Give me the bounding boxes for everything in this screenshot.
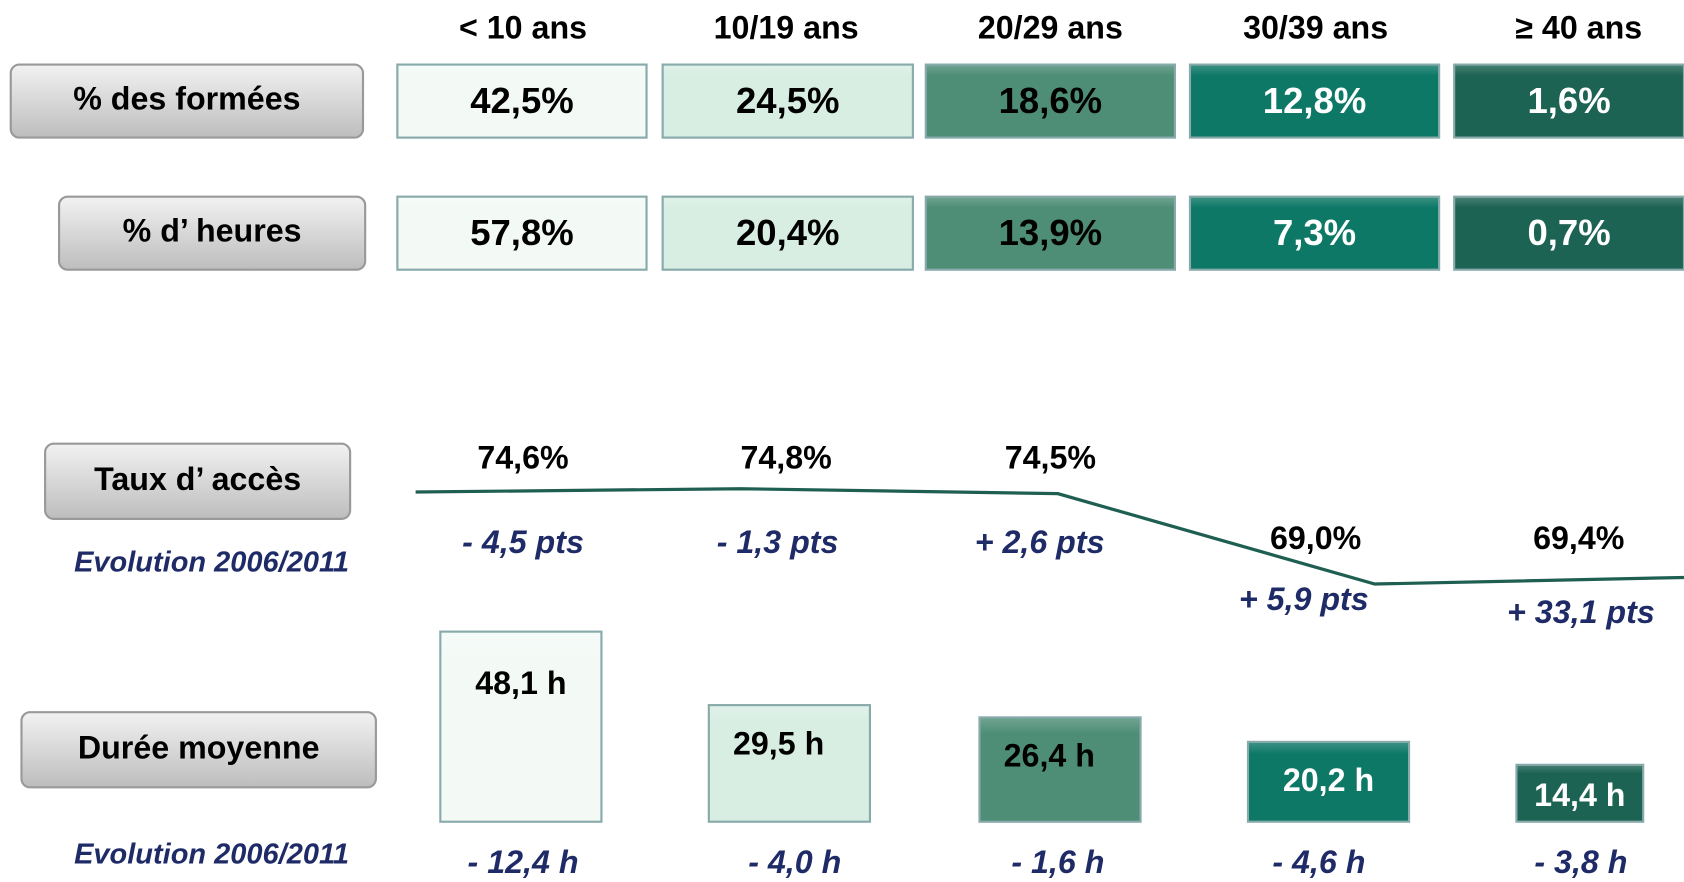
evolution-value: - 3,8 h bbox=[1534, 844, 1627, 880]
column-header: ≥ 40 ans bbox=[1515, 10, 1642, 46]
column-header: 20/29 ans bbox=[978, 10, 1123, 46]
column-header: 30/39 ans bbox=[1243, 10, 1388, 46]
duration-value: 26,4 h bbox=[1004, 738, 1095, 774]
cell-value: 57,8% bbox=[470, 212, 574, 253]
cell bbox=[396, 195, 648, 271]
duration-value: 48,1 h bbox=[475, 665, 566, 701]
cell-value: 7,3% bbox=[1273, 212, 1356, 253]
duration-bar bbox=[978, 716, 1142, 823]
cell bbox=[1188, 195, 1441, 271]
cell-value: 1,6% bbox=[1527, 80, 1610, 121]
cell-value: 12,8% bbox=[1263, 80, 1367, 121]
label-box bbox=[44, 442, 352, 520]
evolution-value: + 33,1 pts bbox=[1507, 594, 1655, 630]
label-box bbox=[20, 711, 377, 789]
cell bbox=[661, 63, 914, 139]
evolution-value: - 4,5 pts bbox=[462, 524, 584, 560]
cell-value: 42,5% bbox=[470, 80, 574, 121]
evolution-title: Evolution 2006/2011 bbox=[74, 839, 349, 871]
evolution-value: - 1,3 pts bbox=[717, 524, 839, 560]
column-header: 10/19 ans bbox=[714, 10, 859, 46]
cell-value: 18,6% bbox=[999, 80, 1103, 121]
cell bbox=[1188, 63, 1441, 139]
taux-value: 69,4% bbox=[1533, 520, 1624, 556]
cell-value: 13,9% bbox=[999, 212, 1103, 253]
duration-bar bbox=[707, 704, 871, 823]
evolution-value: - 4,6 h bbox=[1272, 844, 1365, 880]
cell-value: 0,7% bbox=[1527, 212, 1610, 253]
evolution-value: + 5,9 pts bbox=[1239, 581, 1369, 617]
cell bbox=[396, 63, 648, 139]
duration-bar bbox=[1515, 763, 1645, 823]
evolution-value: - 12,4 h bbox=[468, 844, 579, 880]
cell bbox=[661, 195, 914, 271]
label: Durée moyenne bbox=[78, 729, 320, 765]
taux-value: 74,6% bbox=[477, 439, 568, 475]
duration-value: 29,5 h bbox=[733, 725, 824, 761]
label: Taux d’ accès bbox=[94, 461, 301, 497]
cell bbox=[924, 195, 1177, 271]
label-box bbox=[57, 195, 367, 271]
evolution-value: + 2,6 pts bbox=[975, 524, 1105, 560]
cell-value: 20,4% bbox=[736, 212, 840, 253]
evolution-title: Evolution 2006/2011 bbox=[74, 547, 349, 579]
evolution-value: - 1,6 h bbox=[1011, 844, 1104, 880]
duration-value: 14,4 h bbox=[1534, 777, 1625, 813]
taux-value: 69,0% bbox=[1270, 520, 1361, 556]
cell bbox=[924, 63, 1177, 139]
duration-bar bbox=[1246, 740, 1411, 823]
column-header: < 10 ans bbox=[459, 10, 587, 46]
label: % des formées bbox=[73, 81, 300, 117]
taux-line bbox=[415, 487, 1684, 586]
taux-value: 74,5% bbox=[1005, 439, 1096, 475]
duration-value: 20,2 h bbox=[1283, 762, 1374, 798]
duration-bar bbox=[439, 630, 603, 823]
label-box bbox=[9, 63, 365, 139]
label: % d’ heures bbox=[123, 213, 302, 249]
evolution-value: - 4,0 h bbox=[748, 844, 841, 880]
cell bbox=[1453, 63, 1684, 139]
cell-value: 24,5% bbox=[736, 80, 840, 121]
cell bbox=[1453, 195, 1684, 271]
taux-value: 74,8% bbox=[740, 439, 831, 475]
